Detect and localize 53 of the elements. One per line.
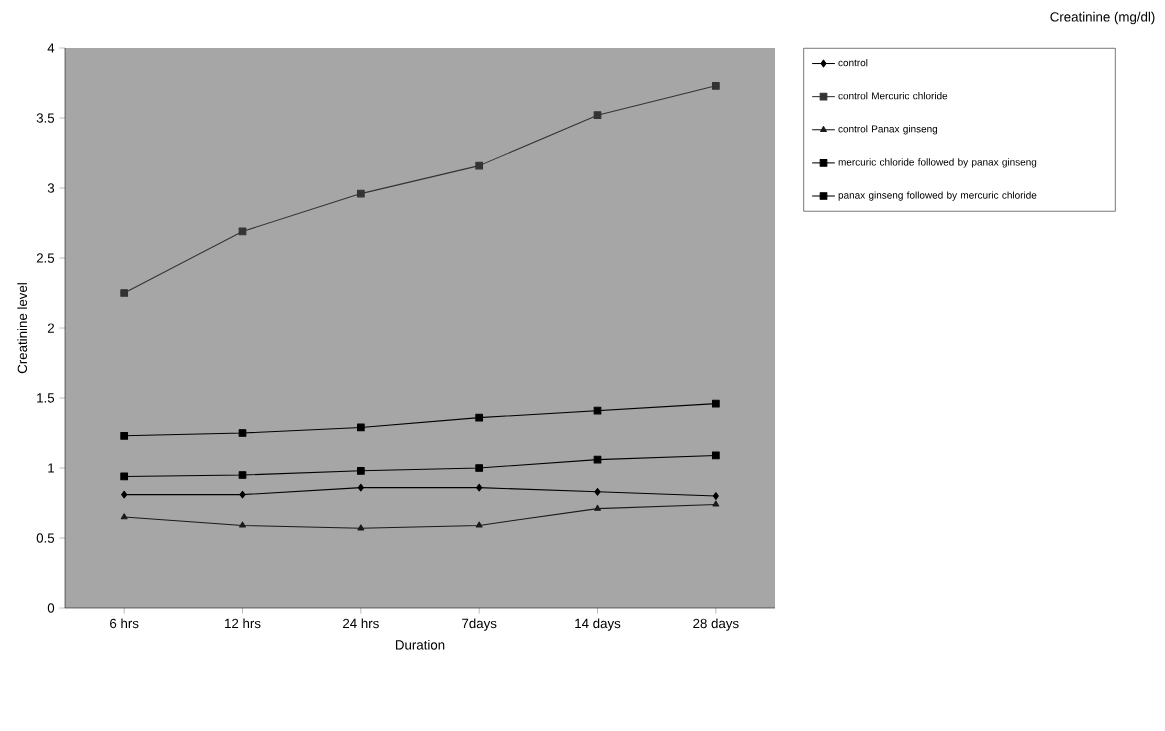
y-tick-label: 3 [47, 183, 55, 193]
x-tick-label: 12 hrs [225, 618, 261, 629]
point [238, 227, 247, 236]
point [712, 492, 719, 500]
point [356, 189, 365, 198]
y-tick-label: 1.5 [37, 393, 55, 403]
point [356, 423, 365, 432]
point [120, 289, 129, 297]
point [593, 111, 602, 120]
point [120, 431, 129, 440]
point [475, 521, 483, 528]
point [475, 161, 484, 170]
point [712, 500, 720, 507]
point [594, 487, 601, 496]
point [357, 483, 364, 492]
legend-label: mercuric chloride followed by panax ginseng [838, 158, 1037, 168]
point [476, 483, 483, 492]
legend-label: control Panax ginseng [838, 125, 938, 135]
point [239, 490, 246, 499]
x-tick-label: 6 hrs [110, 618, 139, 629]
x-tick-label: 24 hrs [343, 618, 379, 629]
y-tick-label: 2.5 [36, 253, 55, 263]
point [711, 399, 720, 408]
point [711, 451, 720, 460]
point [238, 471, 247, 479]
point [239, 521, 246, 528]
point [121, 490, 128, 499]
y-tick-label: 2 [47, 323, 54, 333]
y-tick-label: 3.5 [36, 113, 55, 123]
x-axis-title: Duration [395, 639, 445, 650]
point [711, 81, 720, 90]
y-tick-label: 0.5 [36, 533, 55, 543]
point [475, 464, 484, 472]
x-tick-label: 28 days [693, 618, 739, 631]
point [357, 524, 365, 531]
point [120, 513, 128, 520]
point [238, 429, 247, 437]
legend-label: control Mercuric chloride [838, 92, 948, 100]
x-tick-label: 14 days [575, 618, 621, 631]
text: Creatinine (mg/dl) [1050, 11, 1155, 25]
point [593, 455, 602, 464]
legend-label: panax ginseng followed by mercuric chloride [838, 191, 1037, 201]
point [120, 472, 129, 481]
point [475, 413, 484, 422]
y-tick-label: 4 [47, 43, 55, 53]
y-tick-label: 0 [47, 603, 55, 613]
point [594, 504, 601, 511]
y-axis-title: Creatinine level [17, 283, 28, 374]
legend-label: control [838, 58, 868, 67]
x-tick-label: 7days [462, 618, 497, 631]
point [593, 406, 602, 415]
y-tick-label: 1 [48, 463, 55, 473]
point [356, 466, 365, 475]
